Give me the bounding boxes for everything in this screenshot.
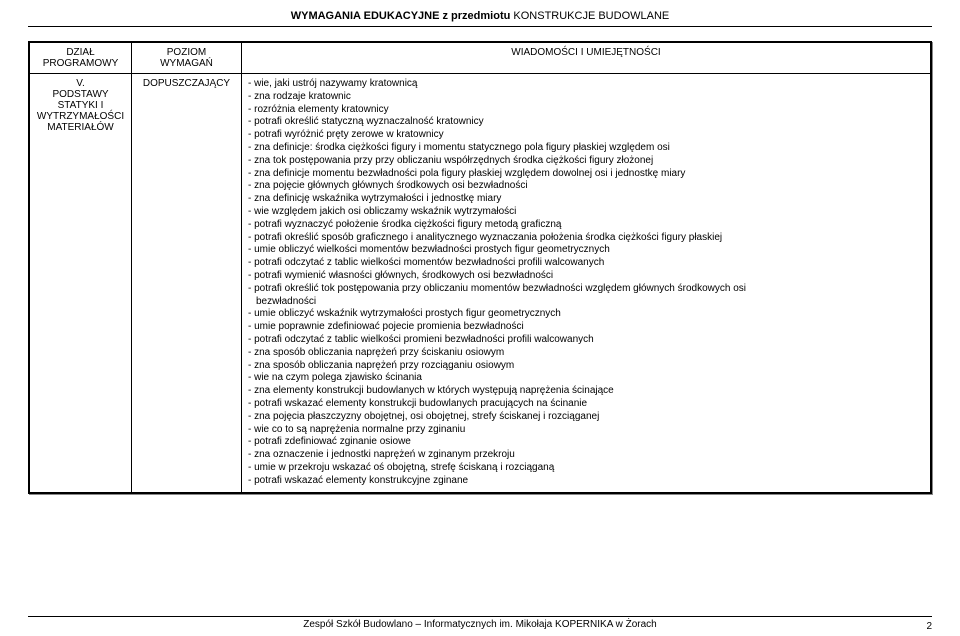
content-table-box: DZIAŁ PROGRAMOWY POZIOM WYMAGAŃ WIADOMOŚ… (28, 41, 932, 494)
list-item: - zna pojęcie głównych głównych środkowy… (248, 180, 924, 193)
list-item: - umie obliczyć wskaźnik wytrzymałości p… (248, 308, 924, 321)
header-col2-l1: POZIOM (167, 47, 206, 58)
cell-level: DOPUSZCZAJĄCY (132, 74, 242, 493)
list-item: - zna pojęcia płaszczyzny obojętnej, osi… (248, 411, 924, 424)
list-item: - potrafi zdefiniować zginanie osiowe (248, 436, 924, 449)
list-item: - umie poprawnie zdefiniować pojecie pro… (248, 321, 924, 334)
header-subject: KONSTRUKCJE BUDOWLANE (513, 10, 669, 22)
section-l4: WYTRZYMAŁOŚCI (37, 111, 124, 122)
section-l5: MATERIAŁÓW (47, 122, 113, 133)
header-col2: POZIOM WYMAGAŃ (132, 43, 242, 74)
list-item: - potrafi odczytać z tablic wielkości pr… (248, 334, 924, 347)
list-item: - zna tok postępowania przy przy oblicza… (248, 155, 924, 168)
list-item: - potrafi wskazać elementy konstrukcji b… (248, 398, 924, 411)
section-l3: STATYKI I (58, 100, 104, 111)
list-item: - wie, jaki ustrój nazywamy kratownicą (248, 78, 924, 91)
list-item: - umie w przekroju wskazać oś obojętną, … (248, 462, 924, 475)
list-item: - potrafi wskazać elementy konstrukcyjne… (248, 475, 924, 488)
list-item: - potrafi określić tok postępowania przy… (248, 283, 924, 296)
section-l2: PODSTAWY (52, 89, 108, 100)
header-col2-l2: WYMAGAŃ (160, 58, 213, 69)
list-item: bezwładności (248, 296, 924, 309)
level-text: DOPUSZCZAJĄCY (143, 78, 230, 89)
page-header: WYMAGANIA EDUKACYJNE z przedmiotu KONSTR… (28, 10, 932, 26)
list-item: - zna elementy konstrukcji budowlanych w… (248, 385, 924, 398)
list-item: - potrafi wyznaczyć położenie środka cię… (248, 219, 924, 232)
list-item: - potrafi określić statyczną wyznaczalno… (248, 116, 924, 129)
list-item: - zna definicje: środka ciężkości figury… (248, 142, 924, 155)
list-item: - zna definicję wskaźnika wytrzymałości … (248, 193, 924, 206)
list-item: - zna oznaczenie i jednostki naprężeń w … (248, 449, 924, 462)
page-footer: Zespół Szkół Budowlano – Informatycznych… (28, 616, 932, 630)
list-item: - zna sposób obliczania naprężeń przy ro… (248, 360, 924, 373)
list-item: - umie obliczyć wielkości momentów bezwł… (248, 244, 924, 257)
header-col1: DZIAŁ PROGRAMOWY (30, 43, 132, 74)
section-l1: V. (76, 78, 85, 89)
table-header-row: DZIAŁ PROGRAMOWY POZIOM WYMAGAŃ WIADOMOŚ… (30, 43, 931, 74)
footer-text: Zespół Szkół Budowlano – Informatycznych… (303, 619, 656, 630)
list-item: - zna definicje momentu bezwładności pol… (248, 168, 924, 181)
list-item: - wie na czym polega zjawisko ścinania (248, 372, 924, 385)
list-item: - potrafi odczytać z tablic wielkości mo… (248, 257, 924, 270)
list-item: - rozróżnia elementy kratownicy (248, 104, 924, 117)
list-item: - potrafi wyróżnić pręty zerowe w kratow… (248, 129, 924, 142)
list-item: - wie co to są naprężenia normalne przy … (248, 424, 924, 437)
table-row: V. PODSTAWY STATYKI I WYTRZYMAŁOŚCI MATE… (30, 74, 931, 493)
header-col1-l1: DZIAŁ (66, 47, 94, 58)
cell-section: V. PODSTAWY STATYKI I WYTRZYMAŁOŚCI MATE… (30, 74, 132, 493)
list-item: - potrafi wymienić własności głównych, ś… (248, 270, 924, 283)
requirements-table: DZIAŁ PROGRAMOWY POZIOM WYMAGAŃ WIADOMOŚ… (29, 42, 931, 493)
header-underline (28, 26, 932, 27)
page-number: 2 (926, 621, 932, 632)
list-item: - wie względem jakich osi obliczamy wska… (248, 206, 924, 219)
header-col3: WIADOMOŚCI I UMIEJĘTNOŚCI (242, 43, 931, 74)
list-item: - zna rodzaje kratownic (248, 91, 924, 104)
header-prefix: WYMAGANIA EDUKACYJNE z przedmiotu (291, 10, 514, 22)
list-item: - zna sposób obliczania naprężeń przy śc… (248, 347, 924, 360)
cell-items: - wie, jaki ustrój nazywamy kratownicą- … (242, 74, 931, 493)
list-item: - potrafi określić sposób graficznego i … (248, 232, 924, 245)
header-col1-l2: PROGRAMOWY (43, 58, 119, 69)
